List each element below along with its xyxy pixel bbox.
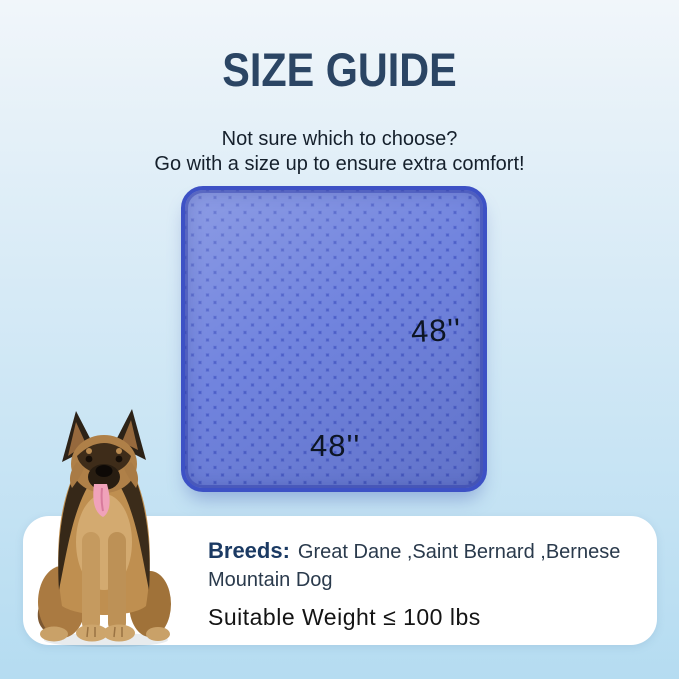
page-title: SIZE GUIDE <box>222 43 457 96</box>
breeds-line: Breeds: Great Dane ,Saint Bernard ,Bernes… <box>208 537 653 594</box>
subtitle-line-2: Go with a size up to ensure extra comfor… <box>154 153 525 175</box>
info-card-content: Breeds: Great Dane ,Saint Bernard ,Bernes… <box>208 537 653 631</box>
mat-side-dimension-label: 48'' <box>410 311 463 350</box>
dog-eye-left <box>85 455 93 463</box>
dog-eyebrow-right <box>116 448 122 454</box>
dog-toe-lines <box>86 626 123 638</box>
dog-saddle-left <box>58 466 88 590</box>
dog-front-paw-left <box>76 624 108 642</box>
dog-front-paw-right <box>103 624 135 642</box>
breeds-list: Great Dane ,Saint Bernard ,Bernese Mount… <box>208 541 621 591</box>
info-card: Breeds: Great Dane ,Saint Bernard ,Bernes… <box>23 516 657 645</box>
dog-eyebrow-left <box>86 448 92 454</box>
dog-ear-left-inner <box>68 422 86 456</box>
dog-front-leg-right <box>108 532 126 632</box>
dog-nose <box>95 465 113 477</box>
dog-eye-right <box>115 455 123 463</box>
subtitle-line-1: Not sure which to choose? <box>221 128 458 150</box>
dog-cheek-left <box>69 462 84 488</box>
header: SIZE GUIDE Not sure which to choose? Go … <box>0 0 679 177</box>
dog-cheek-right <box>124 462 139 488</box>
breeds-label: Breeds: <box>208 538 290 563</box>
dog-front-leg-left <box>82 532 100 632</box>
cooling-mat-illustration <box>181 186 487 492</box>
dog-rear-paw-left <box>40 626 68 642</box>
suitable-weight-text: Suitable Weight ≤ 100 lbs <box>208 604 481 630</box>
dog-shadow <box>44 633 168 647</box>
dog-tongue-line <box>100 487 104 512</box>
mat-bottom-dimension-label: 48'' <box>310 428 361 463</box>
dog-saddle-right <box>120 466 150 590</box>
dog-rear-paw-right <box>146 627 170 641</box>
german-shepherd-photo <box>37 409 171 647</box>
subtitle: Not sure which to choose? Go with a size… <box>0 127 679 177</box>
